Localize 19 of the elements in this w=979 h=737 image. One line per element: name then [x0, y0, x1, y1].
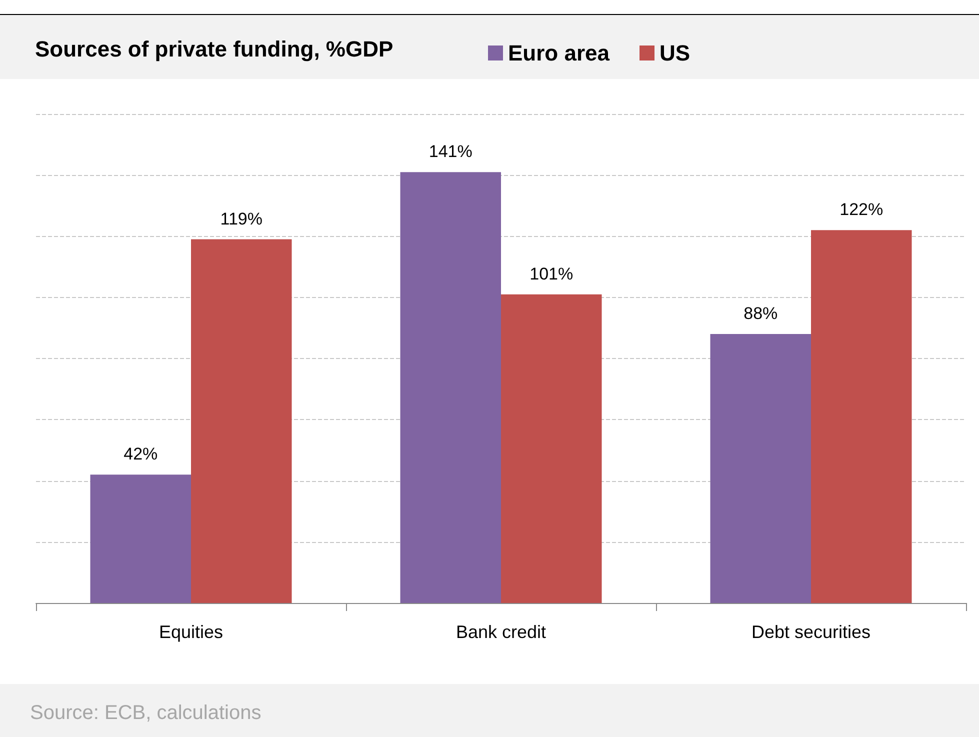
data-label: 141%	[428, 142, 472, 162]
x-tick-label: Debt securities	[751, 622, 871, 642]
data-label: 122%	[840, 200, 884, 220]
bar	[191, 239, 292, 603]
bar	[710, 334, 811, 603]
data-label: 88%	[744, 304, 778, 324]
legend-label: US	[659, 40, 690, 66]
bar	[501, 294, 602, 603]
source-note: Source: ECB, calculations	[30, 702, 262, 725]
data-label: 42%	[124, 444, 158, 464]
x-tick-label: Equities	[158, 622, 224, 642]
data-label: 101%	[530, 264, 574, 284]
data-label: 119%	[220, 209, 262, 228]
bar	[90, 474, 191, 603]
bar	[400, 172, 501, 603]
chart-title: Sources of private funding, %GDP	[35, 36, 394, 62]
bar	[811, 230, 912, 603]
x-tick-label: Bank credit	[456, 622, 546, 642]
legend-label: Euro area	[508, 40, 610, 66]
